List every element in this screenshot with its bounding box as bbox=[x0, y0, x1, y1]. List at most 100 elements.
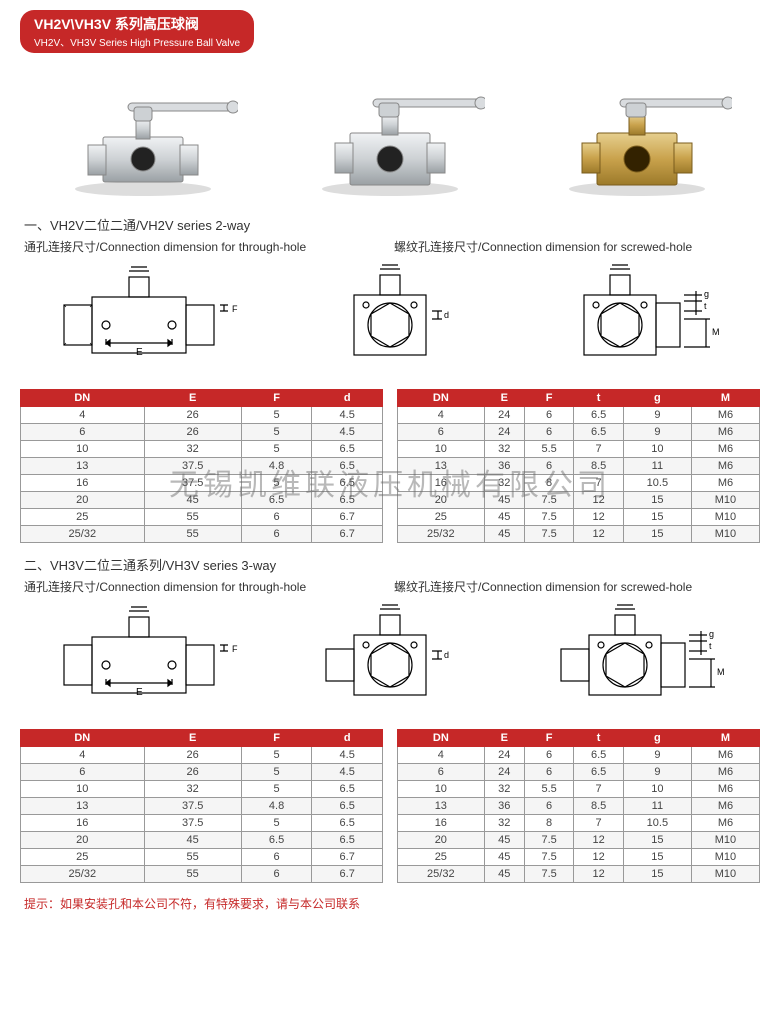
table-row: 133668.511M6 bbox=[398, 458, 760, 475]
table-s2-right: DNEFtgM42466.59M662466.59M610325.5710M61… bbox=[397, 729, 760, 883]
table-cell: 4.5 bbox=[312, 424, 383, 441]
table-cell: 7 bbox=[574, 781, 623, 798]
table-cell: 6 bbox=[241, 866, 312, 883]
table-cell: 36 bbox=[484, 798, 524, 815]
table-cell: 4 bbox=[398, 747, 485, 764]
dim-d2: d bbox=[444, 650, 449, 660]
dim-M: M bbox=[712, 327, 720, 337]
table-cell: 5 bbox=[241, 781, 312, 798]
table-row: 1337.54.86.5 bbox=[21, 458, 383, 475]
table-cell: 24 bbox=[484, 424, 524, 441]
table-row: 25/325566.7 bbox=[21, 526, 383, 543]
table-row: 255566.7 bbox=[21, 849, 383, 866]
table-cell: 55 bbox=[144, 866, 241, 883]
table-cell: M6 bbox=[691, 458, 759, 475]
table-cell: 25 bbox=[21, 849, 145, 866]
table-cell: 15 bbox=[623, 866, 691, 883]
table-cell: 6 bbox=[524, 407, 573, 424]
table-cell: 6 bbox=[524, 747, 573, 764]
dim-F: F bbox=[232, 304, 238, 314]
table-cell: M6 bbox=[691, 475, 759, 492]
table-cell: 6 bbox=[21, 764, 145, 781]
table-cell: 32 bbox=[484, 815, 524, 832]
table-cell: 6.5 bbox=[312, 781, 383, 798]
table-cell: 9 bbox=[623, 407, 691, 424]
table-cell: 15 bbox=[623, 509, 691, 526]
table-cell: 8.5 bbox=[574, 798, 623, 815]
table-cell: 6.5 bbox=[312, 492, 383, 509]
dim-t: t bbox=[704, 301, 707, 311]
section1-left-label: 通孔连接尺寸/Connection dimension for through-… bbox=[24, 238, 394, 255]
table-cell: 37.5 bbox=[144, 815, 241, 832]
valve-photo-3way-steel bbox=[267, 77, 514, 197]
table-cell: 55 bbox=[144, 509, 241, 526]
table-row: 62466.59M6 bbox=[398, 764, 760, 781]
table-row: 10325.5710M6 bbox=[398, 781, 760, 798]
table-cell: 13 bbox=[398, 458, 485, 475]
table-cell: M10 bbox=[691, 849, 759, 866]
table-cell: 9 bbox=[623, 747, 691, 764]
table-cell: 6 bbox=[524, 424, 573, 441]
table-cell: 6.5 bbox=[574, 747, 623, 764]
dim-g2: g bbox=[709, 629, 714, 639]
table-cell: 8 bbox=[524, 815, 573, 832]
table-cell: 6.5 bbox=[574, 764, 623, 781]
table-cell: 6 bbox=[524, 798, 573, 815]
table-cell: 26 bbox=[144, 747, 241, 764]
table-cell: 45 bbox=[484, 832, 524, 849]
table-cell: 26 bbox=[144, 407, 241, 424]
table-cell: M6 bbox=[691, 441, 759, 458]
table-cell: 9 bbox=[623, 424, 691, 441]
table-cell: 12 bbox=[574, 866, 623, 883]
table-cell: 8.5 bbox=[574, 458, 623, 475]
table-cell: 5 bbox=[241, 764, 312, 781]
table-cell: 6.7 bbox=[312, 509, 383, 526]
table-row: 42654.5 bbox=[21, 747, 383, 764]
table-cell: 11 bbox=[623, 458, 691, 475]
table-cell: 45 bbox=[484, 509, 524, 526]
table-row: 255566.7 bbox=[21, 509, 383, 526]
dim-t2: t bbox=[709, 641, 712, 651]
table-cell: 5 bbox=[241, 424, 312, 441]
table-cell: 11 bbox=[623, 798, 691, 815]
table-row: 20457.51215M10 bbox=[398, 832, 760, 849]
table-cell: 4.8 bbox=[241, 798, 312, 815]
table-cell: 7.5 bbox=[524, 849, 573, 866]
table-row: 103256.5 bbox=[21, 441, 383, 458]
table-cell: 6 bbox=[398, 764, 485, 781]
table-header: DN bbox=[398, 730, 485, 747]
table-cell: M6 bbox=[691, 764, 759, 781]
table-cell: 6 bbox=[524, 458, 573, 475]
table-cell: 32 bbox=[144, 781, 241, 798]
table-cell: 6.7 bbox=[312, 526, 383, 543]
table-header: E bbox=[484, 390, 524, 407]
table-cell: 13 bbox=[21, 798, 145, 815]
table-cell: 7 bbox=[574, 815, 623, 832]
table-cell: 37.5 bbox=[144, 475, 241, 492]
table-header: t bbox=[574, 730, 623, 747]
table-cell: 10.5 bbox=[623, 815, 691, 832]
table-row: 20456.56.5 bbox=[21, 832, 383, 849]
table-header: t bbox=[574, 390, 623, 407]
table-cell: 6.5 bbox=[574, 407, 623, 424]
table-cell: 6.5 bbox=[312, 458, 383, 475]
table-row: 10325.5710M6 bbox=[398, 441, 760, 458]
section1-tables: DNEFd42654.562654.5103256.51337.54.86.51… bbox=[20, 389, 760, 543]
table-cell: 4 bbox=[398, 407, 485, 424]
table-header: E bbox=[484, 730, 524, 747]
table-cell: 26 bbox=[144, 424, 241, 441]
table-cell: 32 bbox=[484, 441, 524, 458]
table-cell: 10 bbox=[21, 781, 145, 798]
table-cell: M10 bbox=[691, 526, 759, 543]
table-cell: 10.5 bbox=[623, 475, 691, 492]
table-cell: 25/32 bbox=[398, 866, 485, 883]
table-header: F bbox=[241, 730, 312, 747]
table-cell: 5 bbox=[241, 815, 312, 832]
table-cell: 7 bbox=[574, 441, 623, 458]
table-header: d bbox=[312, 730, 383, 747]
table-cell: 20 bbox=[21, 832, 145, 849]
table-row: 1337.54.86.5 bbox=[21, 798, 383, 815]
table-header: F bbox=[524, 730, 573, 747]
table-cell: 15 bbox=[623, 849, 691, 866]
table-cell: 13 bbox=[21, 458, 145, 475]
